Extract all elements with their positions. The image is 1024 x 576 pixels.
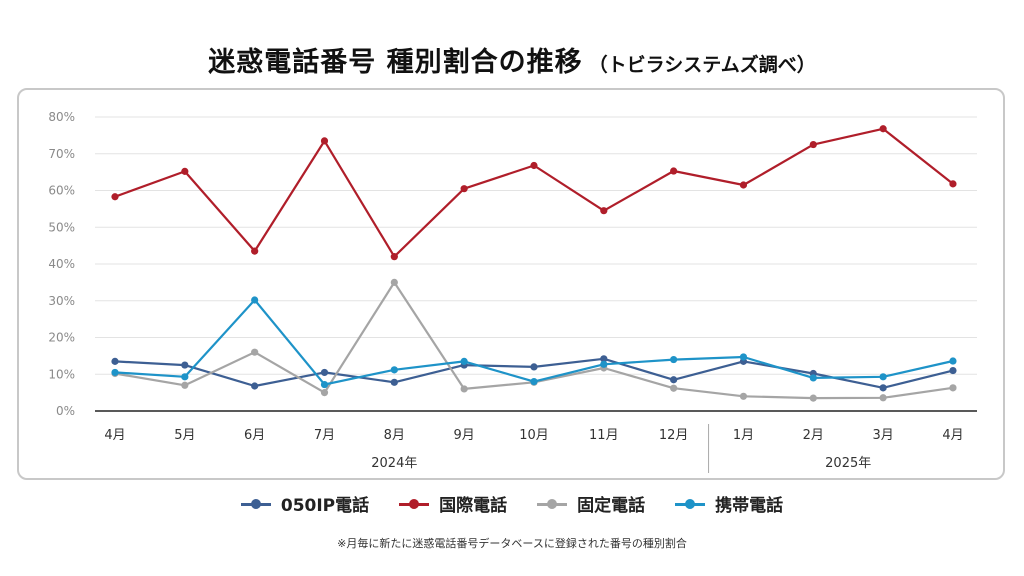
data-point-series-3 [181, 373, 189, 381]
legend-label-050ip: 050IP電話 [280, 496, 370, 516]
series-line-1 [114, 127, 954, 258]
x-tick-label: 8月 [384, 428, 405, 443]
data-point-series-0 [879, 384, 887, 392]
data-point-series-1 [251, 247, 259, 255]
x-tick-label: 3月 [872, 428, 893, 443]
data-point-series-1 [111, 193, 119, 201]
legend-swatch-mobile [675, 494, 706, 514]
data-point-series-1 [530, 161, 538, 170]
y-tick-label: 70% [48, 147, 75, 161]
legend-item-050ip: 050IP電話 [240, 491, 370, 516]
data-point-series-1 [879, 125, 887, 133]
data-point-series-2 [460, 385, 468, 393]
chart-title: 迷惑電話番号 種別割合の推移 （トビラシステムズ調べ） [0, 40, 1024, 79]
x-tick-label: 2月 [803, 428, 824, 443]
data-point-series-3 [320, 380, 329, 389]
data-point-series-1 [460, 185, 468, 193]
chart-title-main: 迷惑電話番号 種別割合の推移 [208, 47, 583, 78]
data-point-series-2 [390, 278, 398, 286]
data-point-series-3 [739, 353, 748, 361]
data-point-series-1 [600, 207, 608, 215]
x-tick-label: 6月 [244, 428, 265, 443]
year-group-label: 2025年 [825, 456, 871, 471]
x-tick-label: 11月 [589, 428, 619, 443]
data-point-series-2 [251, 348, 259, 356]
x-tick-label: 5月 [174, 428, 195, 443]
legend-item-international: 国際電話 [399, 491, 507, 516]
legend-swatch-landline [537, 494, 568, 514]
data-point-series-2 [320, 389, 329, 397]
series-line-3 [114, 298, 954, 386]
data-point-series-3 [670, 355, 678, 364]
data-point-series-0 [600, 355, 608, 363]
x-tick-label: 1月 [733, 428, 754, 443]
data-point-series-2 [949, 384, 957, 392]
data-point-series-1 [670, 167, 678, 175]
data-point-series-0 [530, 363, 538, 371]
y-tick-label: 30% [48, 294, 75, 308]
data-point-series-1 [320, 137, 329, 145]
data-point-series-0 [670, 376, 678, 384]
legend-item-landline: 固定電話 [537, 491, 645, 516]
data-point-series-3 [460, 357, 468, 365]
year-group-label: 2024年 [371, 456, 417, 471]
legend-swatch-050ip [240, 494, 271, 514]
y-tick-label: 20% [48, 331, 75, 345]
x-tick-label: 12月 [659, 428, 689, 443]
data-point-series-3 [879, 373, 887, 381]
data-point-series-0 [320, 368, 329, 377]
data-point-series-3 [251, 296, 259, 304]
y-tick-label: 0% [56, 404, 75, 418]
data-point-series-1 [809, 140, 817, 149]
data-point-series-3 [600, 360, 608, 368]
data-point-series-0 [390, 378, 398, 386]
x-tick-label: 10月 [519, 428, 549, 443]
legend-swatch-international [399, 494, 430, 514]
data-point-series-0 [181, 361, 189, 369]
data-point-series-0 [251, 382, 259, 390]
legend-label-landline: 固定電話 [577, 496, 646, 516]
y-tick-label: 10% [48, 367, 75, 381]
chart-title-subtitle: （トビラシステムズ調べ） [588, 54, 816, 76]
y-tick-label: 40% [48, 257, 75, 271]
y-tick-label: 50% [48, 220, 75, 234]
legend-item-mobile: 携帯電話 [675, 491, 783, 516]
legend-label-mobile: 携帯電話 [715, 496, 784, 516]
data-point-series-3 [530, 378, 538, 386]
data-point-series-1 [739, 181, 748, 189]
data-point-series-2 [670, 384, 678, 392]
x-tick-label: 9月 [454, 428, 475, 443]
data-point-series-2 [181, 381, 189, 389]
data-point-series-2 [879, 394, 887, 402]
y-tick-label: 60% [48, 184, 75, 198]
y-tick-label: 80% [48, 110, 75, 124]
data-point-series-3 [809, 374, 817, 382]
chart-panel [17, 88, 1005, 480]
data-point-series-0 [949, 366, 957, 375]
data-point-series-1 [949, 180, 957, 188]
data-point-series-1 [181, 167, 189, 175]
x-tick-label: 4月 [104, 428, 125, 443]
data-point-series-1 [390, 253, 398, 261]
data-point-series-3 [111, 368, 119, 377]
x-tick-label: 4月 [942, 428, 963, 443]
chart-legend: 050IP電話 国際電話 固定電話 携帯電話 [0, 491, 1024, 516]
data-point-series-2 [739, 392, 748, 400]
data-point-series-3 [949, 357, 957, 365]
data-point-series-3 [390, 366, 398, 374]
data-point-series-0 [111, 357, 119, 365]
data-point-series-2 [809, 394, 817, 402]
footnote: ※月毎に新たに迷惑電話番号データベースに登録された番号の種別割合 [337, 537, 687, 550]
legend-label-international: 国際電話 [439, 496, 508, 516]
x-tick-label: 7月 [314, 428, 335, 443]
